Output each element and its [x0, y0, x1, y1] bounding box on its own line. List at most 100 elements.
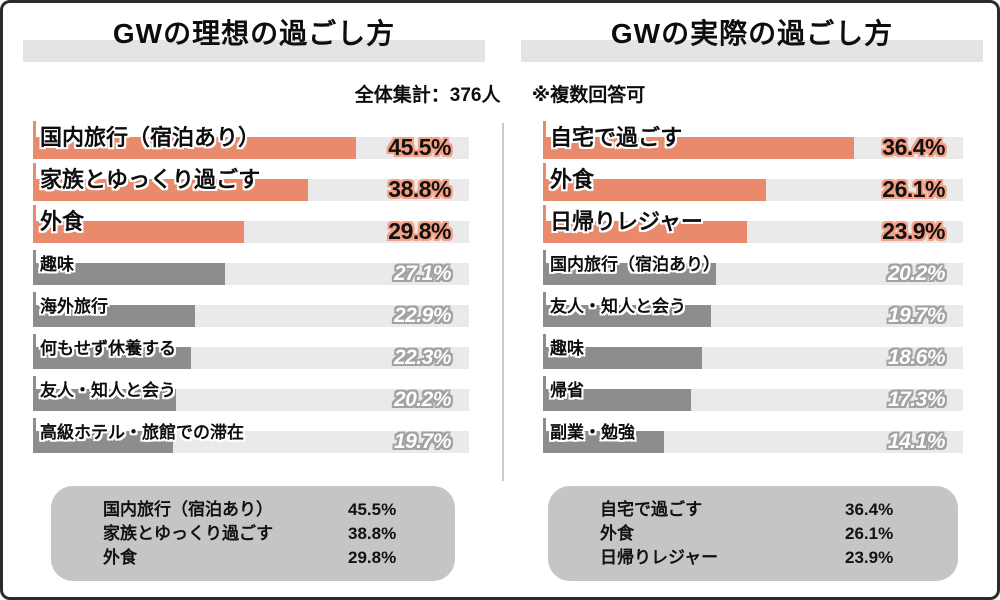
- bar-value: 20.2%: [887, 262, 946, 285]
- bar-track: [33, 221, 469, 243]
- summary-value: 23.9%: [845, 548, 894, 567]
- bar-value: 17.3%: [887, 388, 946, 411]
- bar-row: 趣味 18.6%: [543, 330, 963, 372]
- bar-row: 趣味 27.1%: [33, 246, 469, 288]
- bar-label: 帰省: [550, 381, 584, 400]
- bar: [33, 305, 196, 327]
- bar: [33, 431, 173, 453]
- bar-label: 副業・勉強: [550, 423, 635, 442]
- bar-label: 家族とゆっくり過ごす: [40, 167, 261, 192]
- bar-label: 外食: [40, 209, 85, 234]
- bar-label: 何もせず休養する: [40, 339, 176, 358]
- bar-row: 自宅で過ごす 36.4%: [543, 120, 963, 162]
- bar: [33, 347, 192, 369]
- bar-label: 趣味: [40, 255, 74, 274]
- bar-track: [543, 263, 963, 285]
- bar-value: 18.6%: [887, 346, 946, 369]
- bar-value: 14.1%: [887, 430, 946, 453]
- bar-value: 27.1%: [393, 262, 452, 285]
- bar: [33, 137, 356, 159]
- bar-track: [543, 431, 963, 453]
- bar: [543, 137, 854, 159]
- bar-value: 29.8%: [388, 218, 451, 244]
- row-tick: [33, 376, 36, 392]
- title-wrap-actual: GWの実際の過ごし方: [521, 3, 983, 67]
- summary-box-actual: 自宅で過ごす 36.4% 外食 26.1% 日帰りレジャー 23.9%: [548, 486, 958, 581]
- row-tick: [543, 376, 546, 392]
- bar-track: [33, 137, 469, 159]
- bar-value: 22.3%: [393, 346, 452, 369]
- panel-actual: GWの実際の過ごし方 自宅で過ごす 36.4% 外食 26.1% 日帰りレジャー…: [521, 3, 983, 597]
- bar: [33, 263, 226, 285]
- row-tick: [543, 334, 546, 350]
- bar-value: 26.1%: [882, 176, 945, 202]
- bar-row: 高級ホテル・旅館での滞在 19.7%: [33, 414, 469, 456]
- bar-value: 36.4%: [882, 134, 945, 160]
- bar-track: [33, 389, 469, 411]
- summary-label: 外食: [600, 524, 634, 543]
- bar-track: [543, 179, 963, 201]
- row-tick: [543, 292, 546, 308]
- bar-row: 友人・知人と会う 20.2%: [33, 372, 469, 414]
- bar: [33, 389, 177, 411]
- bar-track: [543, 137, 963, 159]
- bar-track: [543, 221, 963, 243]
- row-tick: [33, 334, 36, 350]
- summary-value: 45.5%: [348, 500, 397, 519]
- bar-track: [543, 347, 963, 369]
- summary-value: 29.8%: [348, 548, 397, 567]
- row-tick: [543, 163, 546, 182]
- bar-label: 趣味: [550, 339, 584, 358]
- row-tick: [33, 292, 36, 308]
- center-divider: [502, 123, 504, 481]
- bar-value: 19.7%: [393, 430, 452, 453]
- row-tick: [33, 205, 36, 224]
- row-tick: [33, 250, 36, 266]
- survey-total-count: 全体集計：376人: [354, 85, 501, 106]
- row-tick: [33, 121, 36, 140]
- bar-value: 22.9%: [393, 304, 452, 327]
- bar-row: 海外旅行 22.9%: [33, 288, 469, 330]
- summary-value: 36.4%: [845, 500, 894, 519]
- summary-label: 自宅で過ごす: [600, 500, 703, 519]
- summary-value: 38.8%: [348, 524, 397, 543]
- bar-value: 19.7%: [887, 304, 946, 327]
- bar: [543, 221, 748, 243]
- bar-row: 副業・勉強 14.1%: [543, 414, 963, 456]
- bar-track: [543, 305, 963, 327]
- bar-label: 友人・知人と会う: [40, 381, 176, 400]
- bar-track: [33, 263, 469, 285]
- bar-chart-ideal: 国内旅行（宿泊あり） 45.5% 家族とゆっくり過ごす 38.8% 外食 29.…: [33, 120, 469, 456]
- bar: [33, 179, 309, 201]
- bar-value: 20.2%: [393, 388, 452, 411]
- bar-row: 何もせず休養する 22.3%: [33, 330, 469, 372]
- bar: [543, 179, 767, 201]
- bar-value: 23.9%: [882, 218, 945, 244]
- summary-label: 家族とゆっくり過ごす: [103, 524, 274, 543]
- bar-chart-actual: 自宅で過ごす 36.4% 外食 26.1% 日帰りレジャー 23.9% 国内旅行…: [543, 120, 963, 456]
- summary-label: 国内旅行（宿泊あり）: [103, 500, 273, 519]
- bar-row: 国内旅行（宿泊あり） 45.5%: [33, 120, 469, 162]
- survey-note: 全体集計：376人 ※複数回答可: [3, 80, 997, 107]
- bar-label: 日帰りレジャー: [550, 209, 703, 234]
- row-tick: [543, 121, 546, 140]
- chart-title-ideal: GWの理想の過ごし方: [112, 18, 396, 49]
- title-band: [23, 40, 485, 62]
- bar-value: 38.8%: [388, 176, 451, 202]
- row-tick: [33, 418, 36, 434]
- bar-track: [33, 431, 469, 453]
- summary-label: 日帰りレジャー: [600, 548, 719, 567]
- multiple-answers-note: ※複数回答可: [531, 85, 646, 106]
- bar: [543, 263, 716, 285]
- bar-label: 海外旅行: [40, 297, 108, 316]
- bar-track: [33, 347, 469, 369]
- bar: [543, 347, 702, 369]
- bar-row: 友人・知人と会う 19.7%: [543, 288, 963, 330]
- bar-label: 外食: [550, 167, 595, 192]
- row-tick: [543, 205, 546, 224]
- summary-value: 26.1%: [845, 524, 894, 543]
- row-tick: [543, 250, 546, 266]
- bar-track: [543, 389, 963, 411]
- bar-row: 外食 29.8%: [33, 204, 469, 246]
